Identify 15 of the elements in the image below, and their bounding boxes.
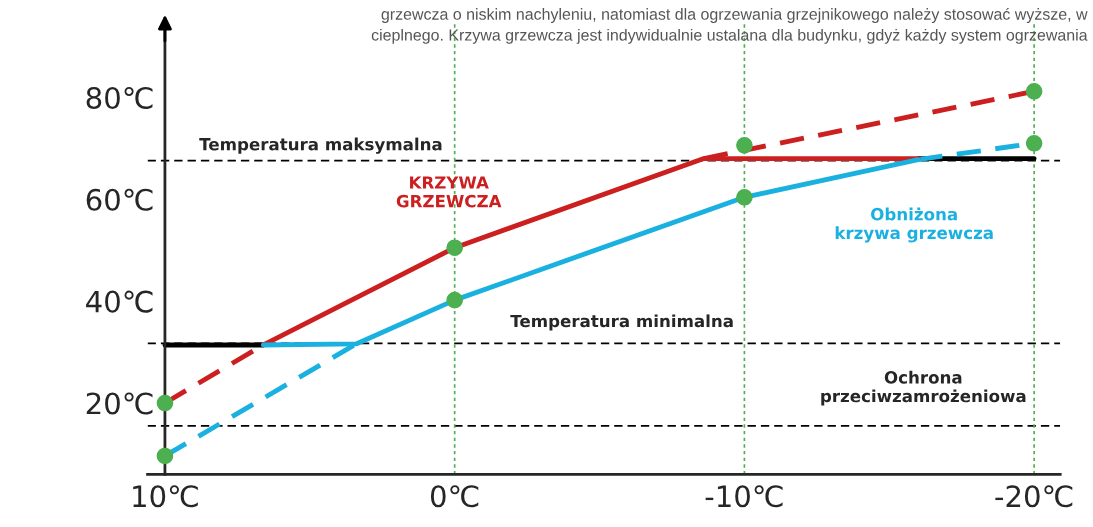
y-tick-label: 80℃	[86, 86, 153, 109]
y-tick-label: 20℃	[86, 392, 153, 415]
x-tick-label: -20℃	[995, 485, 1073, 508]
annotation: Temperatura maksymalna	[199, 137, 442, 154]
annotation: Temperatura minimalna	[510, 314, 733, 331]
annotation: cieplnego. Krzywa grzewcza jest indywidualnie ustalana dla budynku, gdyż każdy system ogrzewania	[371, 28, 1088, 44]
series-label: Obniżona krzywa grzewcza	[835, 207, 993, 243]
x-tick-label: 10℃	[133, 485, 198, 508]
annotation: grzewcza o niskim nachyleniu, natomiast dla ogrzewania grzejnikowego należy stosować wyższe, w	[381, 7, 1088, 23]
series-label: KRZYWA GRZEWCZA	[396, 176, 502, 208]
y-tick-label: 60℃	[86, 188, 153, 211]
annotation: Ochrona przeciwzamrożeniowa	[821, 370, 1026, 406]
y-tick-label: 40℃	[86, 290, 153, 313]
x-tick-label: 0℃	[430, 485, 479, 508]
x-tick-label: -10℃	[705, 485, 783, 508]
